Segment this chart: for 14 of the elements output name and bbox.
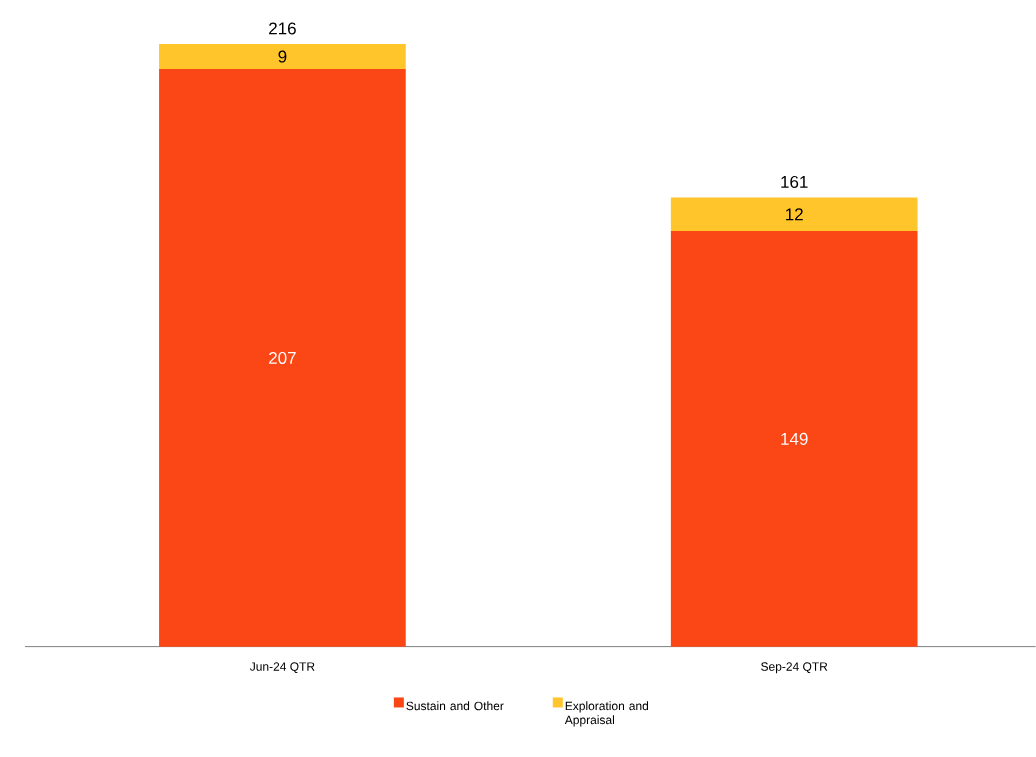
bar <box>670 197 918 232</box>
data-label: 12 <box>786 208 803 221</box>
bar <box>670 231 918 647</box>
bar <box>159 69 406 647</box>
total-label: 216 <box>269 22 296 35</box>
data-label: 9 <box>278 50 287 63</box>
legend-label: Exploration and Appraisal <box>564 701 649 727</box>
legend-label: Sustain and Other <box>406 701 504 711</box>
data-label: 149 <box>781 432 808 446</box>
total-label: 161 <box>781 176 808 189</box>
x-tick-label: Jun-24 QTR <box>249 662 315 674</box>
x-tick-label: Sep-24 QTR <box>761 662 828 674</box>
bar <box>159 44 406 70</box>
data-label: 207 <box>269 352 296 365</box>
